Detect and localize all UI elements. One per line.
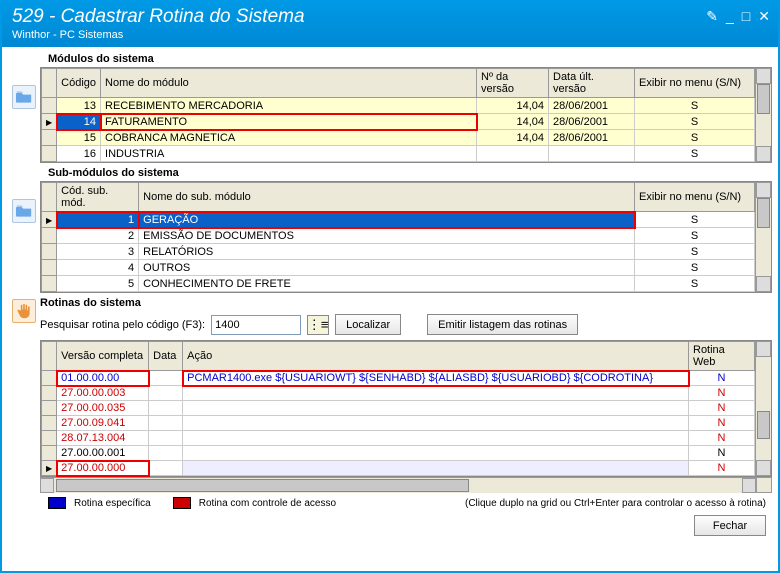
legend: Rotina específica Rotina com controle de… xyxy=(8,493,772,511)
maximize-icon[interactable]: □ xyxy=(742,8,750,25)
search-picker-button[interactable]: ⋮≡ xyxy=(307,315,329,335)
window-subtitle: Winthor - PC Sistemas xyxy=(12,29,768,41)
window-title: 529 - Cadastrar Rotina do Sistema xyxy=(12,6,768,28)
submodules-col-header[interactable]: Exibir no menu (S/N) xyxy=(635,183,755,212)
rotinas-title: Rotinas do sistema xyxy=(40,295,772,311)
table-row[interactable]: 2EMISSÃO DE DOCUMENTOSS xyxy=(42,228,755,244)
legend-note: (Clique duplo na grid ou Ctrl+Enter para… xyxy=(465,498,766,509)
modules-col-header[interactable]: Nº da versão xyxy=(477,69,549,98)
legend-specific: Rotina específica xyxy=(74,498,151,509)
rotinas-scrollbar-v[interactable] xyxy=(755,341,771,476)
rotinas-col-header[interactable]: Versão completa xyxy=(57,342,149,371)
rotinas-col-header[interactable]: Rotina Web xyxy=(689,342,755,371)
table-row[interactable]: 4OUTROSS xyxy=(42,260,755,276)
modules-grid[interactable]: CódigoNome do móduloNº da versãoData últ… xyxy=(40,67,772,163)
submodules-col-header[interactable]: Cód. sub. mód. xyxy=(57,183,139,212)
legend-access: Rotina com controle de acesso xyxy=(199,498,336,509)
edit-icon[interactable]: ✎ xyxy=(706,8,718,25)
table-row[interactable]: 28.07.13.004N xyxy=(42,431,755,446)
table-row[interactable]: 01.00.00.00PCMAR1400.exe ${USUARIOWT} ${… xyxy=(42,371,755,386)
rotinas-side-icon[interactable] xyxy=(8,295,40,493)
submodules-title: Sub-módulos do sistema xyxy=(8,165,772,181)
modules-side-icon[interactable] xyxy=(8,67,40,163)
rotinas-col-header[interactable]: Ação xyxy=(183,342,689,371)
modules-col-header[interactable]: Nome do módulo xyxy=(101,69,477,98)
table-row[interactable]: 27.00.00.001N xyxy=(42,446,755,461)
modules-col-header[interactable]: Código xyxy=(57,69,101,98)
table-row[interactable]: 16INDUSTRIAS xyxy=(42,146,755,162)
footer: Fechar xyxy=(8,511,772,536)
rotinas-section: Rotinas do sistema Pesquisar rotina pelo… xyxy=(8,295,772,511)
table-row[interactable]: 5CONHECIMENTO DE FRETES xyxy=(42,276,755,292)
table-row[interactable]: 13RECEBIMENTO MERCADORIA14,0428/06/2001S xyxy=(42,98,755,114)
table-row[interactable]: 15COBRANCA MAGNETICA14,0428/06/2001S xyxy=(42,130,755,146)
emitir-button[interactable]: Emitir listagem das rotinas xyxy=(427,314,578,335)
fechar-button[interactable]: Fechar xyxy=(694,515,766,536)
modules-col-header[interactable]: Exibir no menu (S/N) xyxy=(635,69,755,98)
submodules-side-icon[interactable] xyxy=(8,181,40,293)
submodules-grid[interactable]: Cód. sub. mód.Nome do sub. móduloExibir … xyxy=(40,181,772,293)
rotinas-scrollbar-h[interactable] xyxy=(40,477,756,493)
close-icon[interactable]: ✕ xyxy=(758,8,770,25)
hand-icon xyxy=(16,303,32,319)
modules-title: Módulos do sistema xyxy=(8,51,772,67)
scroll-corner xyxy=(756,477,772,493)
modules-section: Módulos do sistema CódigoNome do móduloN… xyxy=(8,51,772,163)
modules-scrollbar-v[interactable] xyxy=(755,68,771,162)
table-row[interactable]: 1GERAÇÃOS xyxy=(42,212,755,228)
rotinas-col-header[interactable]: Data xyxy=(149,342,183,371)
submodules-section: Sub-módulos do sistema Cód. sub. mód.Nom… xyxy=(8,165,772,293)
table-row[interactable]: 27.00.00.000N xyxy=(42,461,755,476)
folder-icon xyxy=(16,90,32,104)
legend-swatch-red xyxy=(173,497,191,509)
rotinas-grid[interactable]: Versão completaDataAçãoRotina Web01.00.0… xyxy=(40,340,772,477)
search-input[interactable] xyxy=(211,315,301,335)
localizar-button[interactable]: Localizar xyxy=(335,314,401,335)
table-row[interactable]: 14FATURAMENTO14,0428/06/2001S xyxy=(42,114,755,130)
folder-icon xyxy=(16,204,32,218)
modules-col-header[interactable]: Data últ. versão xyxy=(549,69,635,98)
search-label: Pesquisar rotina pelo código (F3): xyxy=(40,319,205,331)
table-row[interactable]: 27.00.00.003N xyxy=(42,386,755,401)
legend-swatch-blue xyxy=(48,497,66,509)
submodules-scrollbar-v[interactable] xyxy=(755,182,771,292)
window-controls: ✎ _ □ ✕ xyxy=(706,8,770,25)
minimize-icon[interactable]: _ xyxy=(726,8,734,25)
table-row[interactable]: 3RELATÓRIOSS xyxy=(42,244,755,260)
table-row[interactable]: 27.00.09.041N xyxy=(42,416,755,431)
submodules-col-header[interactable]: Nome do sub. módulo xyxy=(139,183,635,212)
table-row[interactable]: 27.00.00.035N xyxy=(42,401,755,416)
titlebar: 529 - Cadastrar Rotina do Sistema Wintho… xyxy=(2,2,778,47)
